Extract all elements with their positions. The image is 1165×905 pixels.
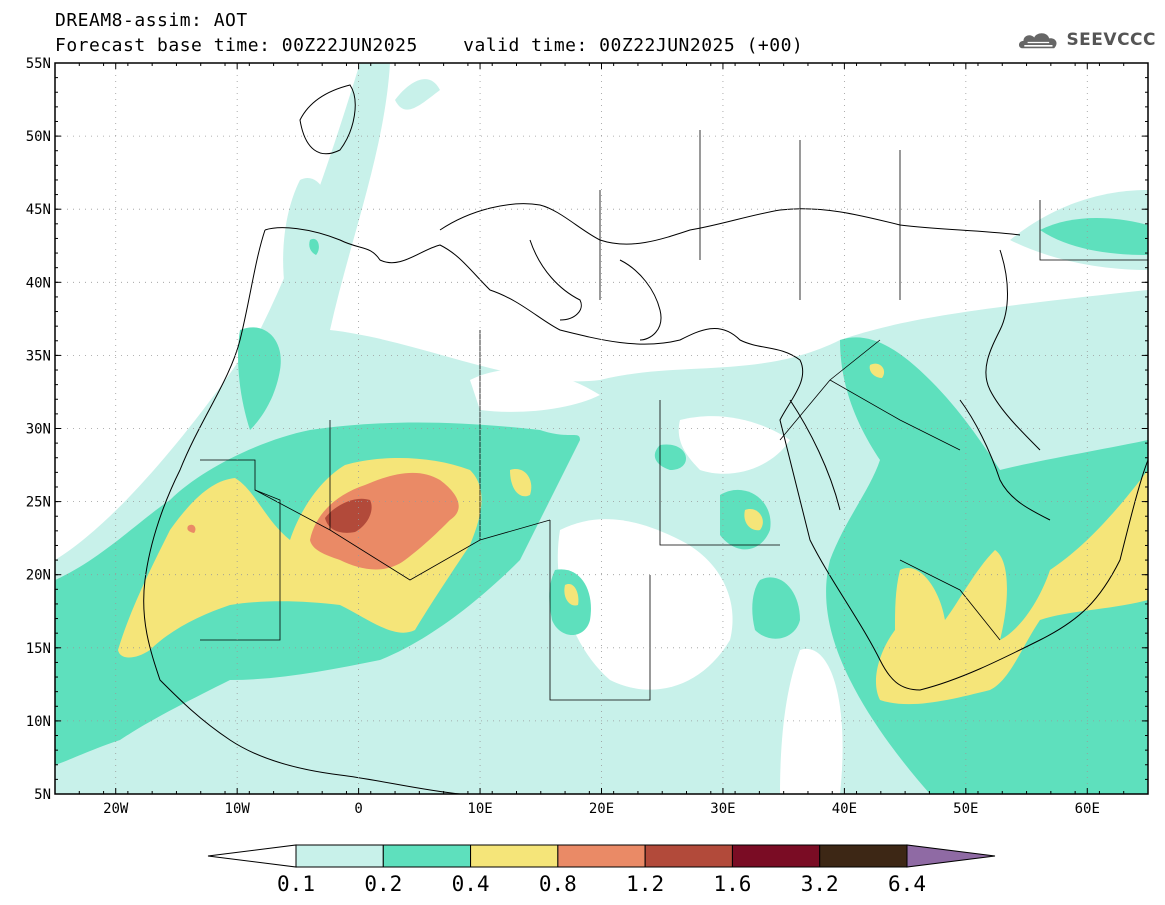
colorbar-labels: 0.1 0.2 0.4 0.8 1.2 1.6 3.2 6.4 xyxy=(277,872,926,896)
colorbar xyxy=(207,844,996,868)
lat-label: 5N xyxy=(34,787,51,803)
aot-clear-areas xyxy=(470,369,843,794)
lat-label: 50N xyxy=(26,129,51,145)
lat-label: 25N xyxy=(26,495,51,511)
colorbar-over-triangle xyxy=(906,844,996,868)
colorbar-label: 0.8 xyxy=(539,872,577,896)
colorbar-under-triangle xyxy=(207,844,297,868)
lon-label: 10E xyxy=(467,801,492,817)
lon-label: 60E xyxy=(1075,801,1100,817)
lat-label: 15N xyxy=(26,641,51,657)
aot-level-12 xyxy=(325,498,372,533)
cloud-logo-icon xyxy=(1019,33,1057,49)
latitude-labels: 55N 50N 45N 40N 35N 30N 25N 20N 15N 10N 5N xyxy=(26,56,51,803)
axis-ticks xyxy=(54,62,1149,795)
aot-field xyxy=(55,63,1148,794)
lon-label: 10W xyxy=(225,801,251,817)
colorbar-label: 1.6 xyxy=(713,872,751,896)
colorbar-segment xyxy=(819,844,908,868)
forecast-time-line: Forecast base time: 00Z22JUN2025 valid t… xyxy=(55,35,803,56)
lat-label: 10N xyxy=(26,714,51,730)
lon-label: 30E xyxy=(710,801,735,817)
colorbar-segment xyxy=(470,844,559,868)
lon-label: 40E xyxy=(832,801,857,817)
lon-label: 20E xyxy=(589,801,614,817)
colorbar-segment xyxy=(731,844,821,868)
lat-label: 20N xyxy=(26,568,51,584)
lat-label: 55N xyxy=(26,56,51,72)
lon-label: 0 xyxy=(354,801,362,817)
base-time: Forecast base time: 00Z22JUN2025 xyxy=(55,35,418,56)
lat-label: 45N xyxy=(26,202,51,218)
colorbar-label: 0.4 xyxy=(452,872,490,896)
lat-label: 30N xyxy=(26,422,51,438)
borders xyxy=(200,130,1148,701)
colorbar-label: 6.4 xyxy=(888,872,926,896)
map-title: DREAM8-assim: AOT xyxy=(55,10,248,31)
lon-label: 50E xyxy=(953,801,978,817)
colorbar-label: 0.1 xyxy=(277,872,315,896)
lat-label: 40N xyxy=(26,275,51,291)
colorbar-segment xyxy=(295,844,384,868)
colorbar-label: 0.2 xyxy=(364,872,402,896)
colorbar-label: 3.2 xyxy=(801,872,839,896)
aot-level-08 xyxy=(187,472,459,570)
valid-time: valid time: 00Z22JUN2025 (+00) xyxy=(463,35,804,56)
grid-lines xyxy=(55,63,1148,794)
longitude-labels: 20W 10W 0 10E 20E 30E 40E 50E 60E xyxy=(103,801,1100,817)
lon-label: 20W xyxy=(103,801,129,817)
colorbar-segment xyxy=(382,844,472,868)
colorbar-label: 1.2 xyxy=(626,872,664,896)
seevccc-logo: SEEVCCC xyxy=(1016,24,1156,56)
lat-label: 35N xyxy=(26,348,51,364)
colorbar-segment xyxy=(644,844,733,868)
logo-text: SEEVCCC xyxy=(1066,30,1156,50)
colorbar-segment xyxy=(557,844,646,868)
